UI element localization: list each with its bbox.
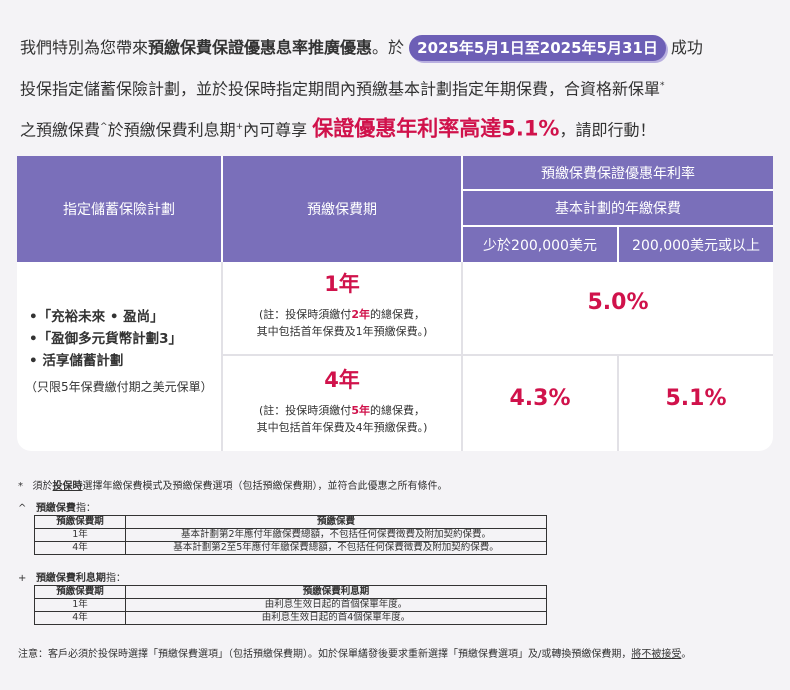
- plan-list: •「充裕未來 • 盈尚」 •「盈御多元貨幣計劃3」 • 活享儲蓄計劃 （只限5年…: [25, 306, 213, 395]
- header-rate: 預繳保費保證優惠年利率: [463, 156, 773, 189]
- intro-text: 內可尊享: [243, 120, 308, 140]
- term-title: 1年: [324, 272, 360, 296]
- table-cell: 4年: [34, 541, 126, 555]
- term-note: (註：投保時須繳付5年的總保費，: [222, 402, 462, 419]
- intro-text: ，請即行動！: [559, 120, 656, 140]
- note-emphasis: 投保時: [52, 481, 83, 492]
- plan-item: •「充裕未來 • 盈尚」: [29, 309, 164, 325]
- rate-highlight: 保證優惠年利率高達5.1%: [312, 116, 560, 141]
- table-row: 1年 基本計劃第2年應付年繳保費總額，不包括任何保費徵費及附加契約保費。: [34, 528, 547, 542]
- term-1-year: 1年 (註：投保時須繳付2年的總保費， 其中包括首年保費及1年預繳保費。): [222, 270, 462, 340]
- rate-1-year: 5.0%: [587, 290, 649, 315]
- table-cell: 1年: [34, 528, 126, 542]
- note-text: 指：: [75, 503, 96, 514]
- divider: [221, 262, 223, 451]
- term-note-line2: 其中包括首年保費及1年預繳保費。): [256, 325, 428, 338]
- rate-4-year-200k-or-more: 5.1%: [665, 386, 727, 411]
- term-note: (註：投保時須繳付2年的總保費，: [222, 306, 462, 323]
- table-cell: 基本計劃第2至5年應付年繳保費總額，不包括任何保費徵費及附加契約保費。: [125, 541, 547, 555]
- divider: [617, 356, 619, 451]
- table-cell: 基本計劃第2年應付年繳保費總額，不包括任何保費徵費及附加契約保費。: [125, 528, 547, 542]
- prepaid-premium-table: 預繳保費期 預繳保費 1年 基本計劃第2年應付年繳保費總額，不包括任何保費徵費及附加…: [34, 515, 547, 555]
- plan-item: • 活享儲蓄計劃: [29, 353, 124, 369]
- intro-line-2: 投保指定儲蓄保險計劃，並於投保時指定期間內預繳基本計劃指定年期保費，合資格新保單…: [20, 67, 780, 108]
- term-title: 4年: [324, 368, 360, 392]
- note-years: 2年: [351, 308, 370, 321]
- intro-text: 成功: [670, 38, 703, 57]
- table-header: 預繳保費期: [34, 585, 126, 599]
- note-text: (註：投保時須繳付: [259, 404, 352, 417]
- note-text: 的總保費，: [369, 308, 425, 321]
- table-header: 預繳保費期: [34, 515, 126, 529]
- table-row: 4年 由利息生效日起的首4個保單年度。: [34, 611, 547, 625]
- interest-period-table: 預繳保費期 預繳保費利息期 1年 由利息生效日起的首個保單年度。 4年 由利息生效日起…: [34, 585, 547, 625]
- header-basic-premium: 基本計劃的年繳保費: [463, 191, 773, 225]
- table-cell: 1年: [34, 598, 126, 612]
- note-text: 。: [681, 649, 692, 660]
- intro-paragraph: 我們特別為您帶來預繳保費保證優惠息率推廣優惠。於 2025年5月1日至2025年…: [20, 28, 780, 150]
- footnote-mark: ^: [18, 503, 27, 514]
- intro-text: 投保指定儲蓄保險計劃，並於投保時指定期間內預繳基本計劃指定年期保費，合資格新保單: [20, 79, 661, 99]
- term-4-year: 4年 (註：投保時須繳付5年的總保費， 其中包括首年保費及4年預繳保費。): [222, 366, 462, 436]
- table-header: 預繳保費利息期: [125, 585, 547, 599]
- intro-text: 我們特別為您帶來: [20, 38, 149, 57]
- note-text: 注意：客戶必須於投保時選擇「預繳保費選項」（包括預繳保費期）。如於保單繕發後要求…: [18, 649, 632, 660]
- table-cell: 由利息生效日起的首個保單年度。: [125, 598, 547, 612]
- term-note-line2: 其中包括首年保費及4年預繳保費。): [256, 421, 428, 434]
- note-text: 的總保費，: [369, 404, 425, 417]
- note-text: 須於: [32, 481, 53, 492]
- table-cell: 由利息生效日起的首4個保單年度。: [125, 611, 547, 625]
- footnote-mark: *: [660, 81, 665, 91]
- rate-table: 指定儲蓄保險計劃 預繳保費期 預繳保費保證優惠年利率 基本計劃的年繳保費 少於2…: [17, 156, 773, 451]
- note-years: 5年: [351, 404, 370, 417]
- header-below-200k: 少於200,000美元: [463, 227, 617, 262]
- note-3: + 預繳保費利息期指：: [18, 569, 126, 584]
- table-row: 1年 由利息生效日起的首個保單年度。: [34, 598, 547, 612]
- intro-text: 於預繳保費利息期: [107, 120, 236, 140]
- footer-note: 注意：客戶必須於投保時選擇「預繳保費選項」（包括預繳保費期）。如於保單繕發後要求…: [18, 645, 691, 660]
- note-2: ^ 預繳保費指：: [18, 499, 96, 514]
- promo-name: 預繳保費保證優惠息率推廣優惠: [148, 38, 373, 57]
- plan-note: （只限5年保費繳付期之美元保單）: [25, 380, 213, 394]
- date-range-badge: 2025年5月1日至2025年5月31日: [409, 35, 666, 61]
- table-cell: 4年: [34, 611, 126, 625]
- table-row: 4年 基本計劃第2至5年應付年繳保費總額，不包括任何保費徵費及附加契約保費。: [34, 541, 547, 555]
- table-header: 預繳保費: [125, 515, 547, 529]
- note-1: * 須於投保時選擇年繳保費模式及預繳保費選項（包括預繳保費期），並符合此優惠之所…: [18, 477, 448, 492]
- footnote-mark: +: [18, 573, 27, 584]
- note-title: 預繳保費利息期: [35, 573, 106, 584]
- note-text: 選擇年繳保費模式及預繳保費選項（包括預繳保費期），並符合此優惠之所有條件。: [82, 481, 448, 492]
- header-plan: 指定儲蓄保險計劃: [17, 156, 221, 262]
- plan-item: •「盈御多元貨幣計劃3」: [29, 331, 183, 347]
- note-emphasis: 將不被接受: [631, 649, 682, 660]
- header-period: 預繳保費期: [223, 156, 461, 262]
- note-text: 指：: [105, 573, 126, 584]
- header-200k-or-more: 200,000美元或以上: [619, 227, 773, 262]
- intro-text: 。於: [372, 38, 405, 57]
- intro-text: 之預繳保費: [20, 120, 101, 140]
- divider: [461, 262, 463, 451]
- footnote-mark: *: [18, 481, 23, 492]
- rate-4-year-below-200k: 4.3%: [509, 386, 571, 411]
- note-text: (註：投保時須繳付: [259, 308, 352, 321]
- intro-line-1: 我們特別為您帶來預繳保費保證優惠息率推廣優惠。於 2025年5月1日至2025年…: [20, 28, 780, 67]
- footnote-mark: ^: [100, 122, 108, 133]
- intro-line-3: 之預繳保費^於預繳保費利息期+內可尊享 保證優惠年利率高達5.1%，請即行動！: [20, 108, 780, 149]
- footnote-mark: +: [235, 122, 244, 133]
- note-title: 預繳保費: [35, 503, 76, 514]
- divider: [223, 354, 773, 356]
